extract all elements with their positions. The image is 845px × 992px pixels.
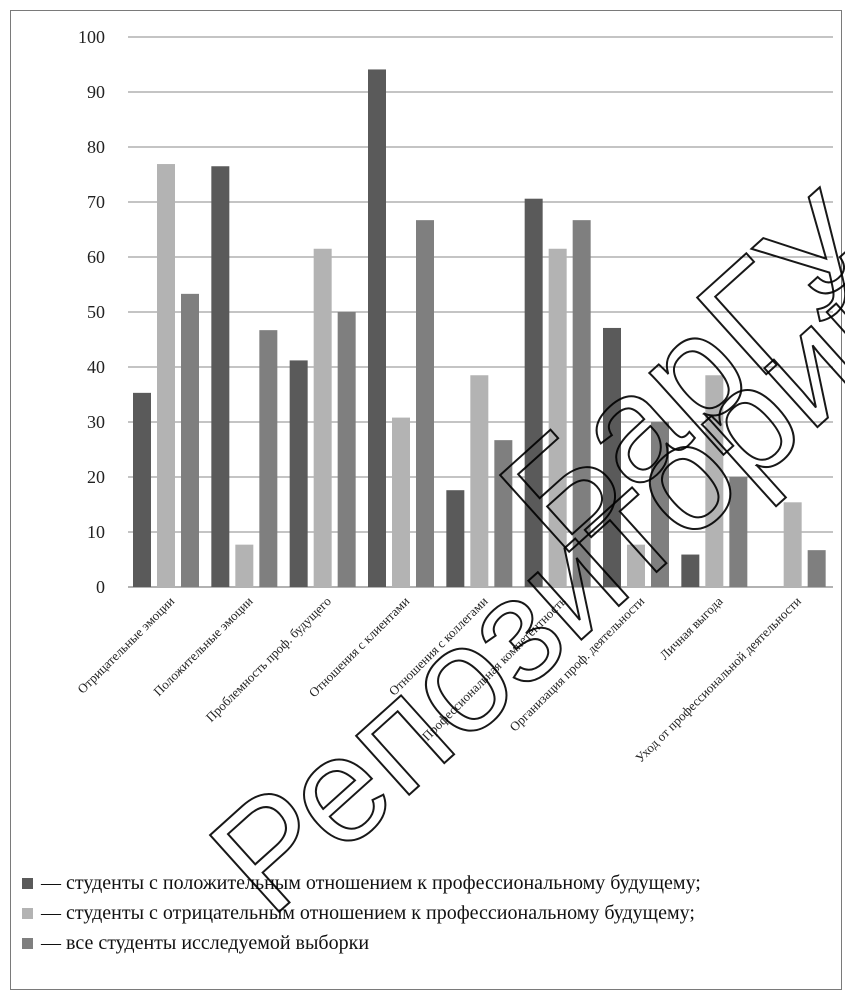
bar	[157, 164, 175, 588]
bar	[524, 198, 543, 587]
bar	[313, 248, 332, 587]
bar	[446, 490, 465, 587]
y-tick-label: 10	[87, 522, 105, 542]
bar	[651, 422, 669, 587]
y-tick-label: 50	[87, 302, 105, 322]
legend-label-positive: — студенты с положительным отношением к …	[41, 871, 701, 894]
bar	[368, 69, 386, 587]
bar	[337, 312, 356, 587]
legend-swatch-negative	[22, 907, 33, 919]
y-tick-label: 100	[78, 27, 105, 47]
legend-item-positive: — студенты с положительным отношением к …	[22, 868, 701, 898]
bars	[133, 69, 826, 588]
legend: — студенты с положительным отношением к …	[22, 868, 701, 958]
y-axis-ticks: 0 10 20 30 40 50 60 70 80 90 100	[78, 27, 105, 597]
chart-frame	[10, 10, 842, 990]
legend-item-negative: — студенты с отрицательным отношением к …	[22, 898, 701, 928]
bar	[705, 375, 724, 587]
bar	[181, 293, 199, 587]
y-tick-label: 60	[87, 247, 105, 267]
legend-swatch-positive	[22, 877, 33, 889]
x-category-label: Личная выгода	[657, 593, 726, 662]
bar	[259, 330, 278, 587]
y-tick-label: 90	[87, 82, 105, 102]
bar	[603, 327, 621, 587]
x-category-label: Профессиональная компетентность	[419, 593, 569, 743]
legend-swatch-all	[22, 937, 33, 949]
x-category-label: Проблемность проф. будущего	[203, 594, 334, 725]
bar-chart: 0 10 20 30 40 50 60 70 80 90 100 Отрицательные эмо…	[74, 27, 833, 765]
y-tick-label: 20	[87, 467, 105, 487]
x-category-label: Уход от профессиональной деятельности	[632, 593, 804, 765]
x-category-label: Организация проф. деятельности	[506, 593, 647, 734]
bar	[470, 375, 489, 587]
y-tick-label: 30	[87, 412, 105, 432]
bar	[807, 550, 826, 587]
y-tick-label: 80	[87, 137, 105, 157]
bar	[627, 544, 645, 587]
bar	[548, 248, 567, 587]
bar	[133, 392, 151, 587]
bar	[681, 554, 700, 587]
bar	[494, 440, 513, 587]
bar	[392, 417, 410, 587]
legend-label-negative: — студенты с отрицательным отношением к …	[41, 901, 695, 924]
bar	[289, 360, 308, 587]
bar	[235, 544, 254, 587]
y-tick-label: 70	[87, 192, 105, 212]
legend-item-all: — все студенты исследуемой выборки	[22, 928, 701, 958]
bar	[572, 220, 591, 587]
bar	[729, 477, 748, 587]
y-tick-label: 0	[96, 577, 105, 597]
bar	[211, 166, 230, 587]
legend-label-all: — все студенты исследуемой выборки	[41, 931, 370, 954]
bar	[416, 220, 434, 587]
bar	[783, 502, 802, 587]
y-tick-label: 40	[87, 357, 105, 377]
